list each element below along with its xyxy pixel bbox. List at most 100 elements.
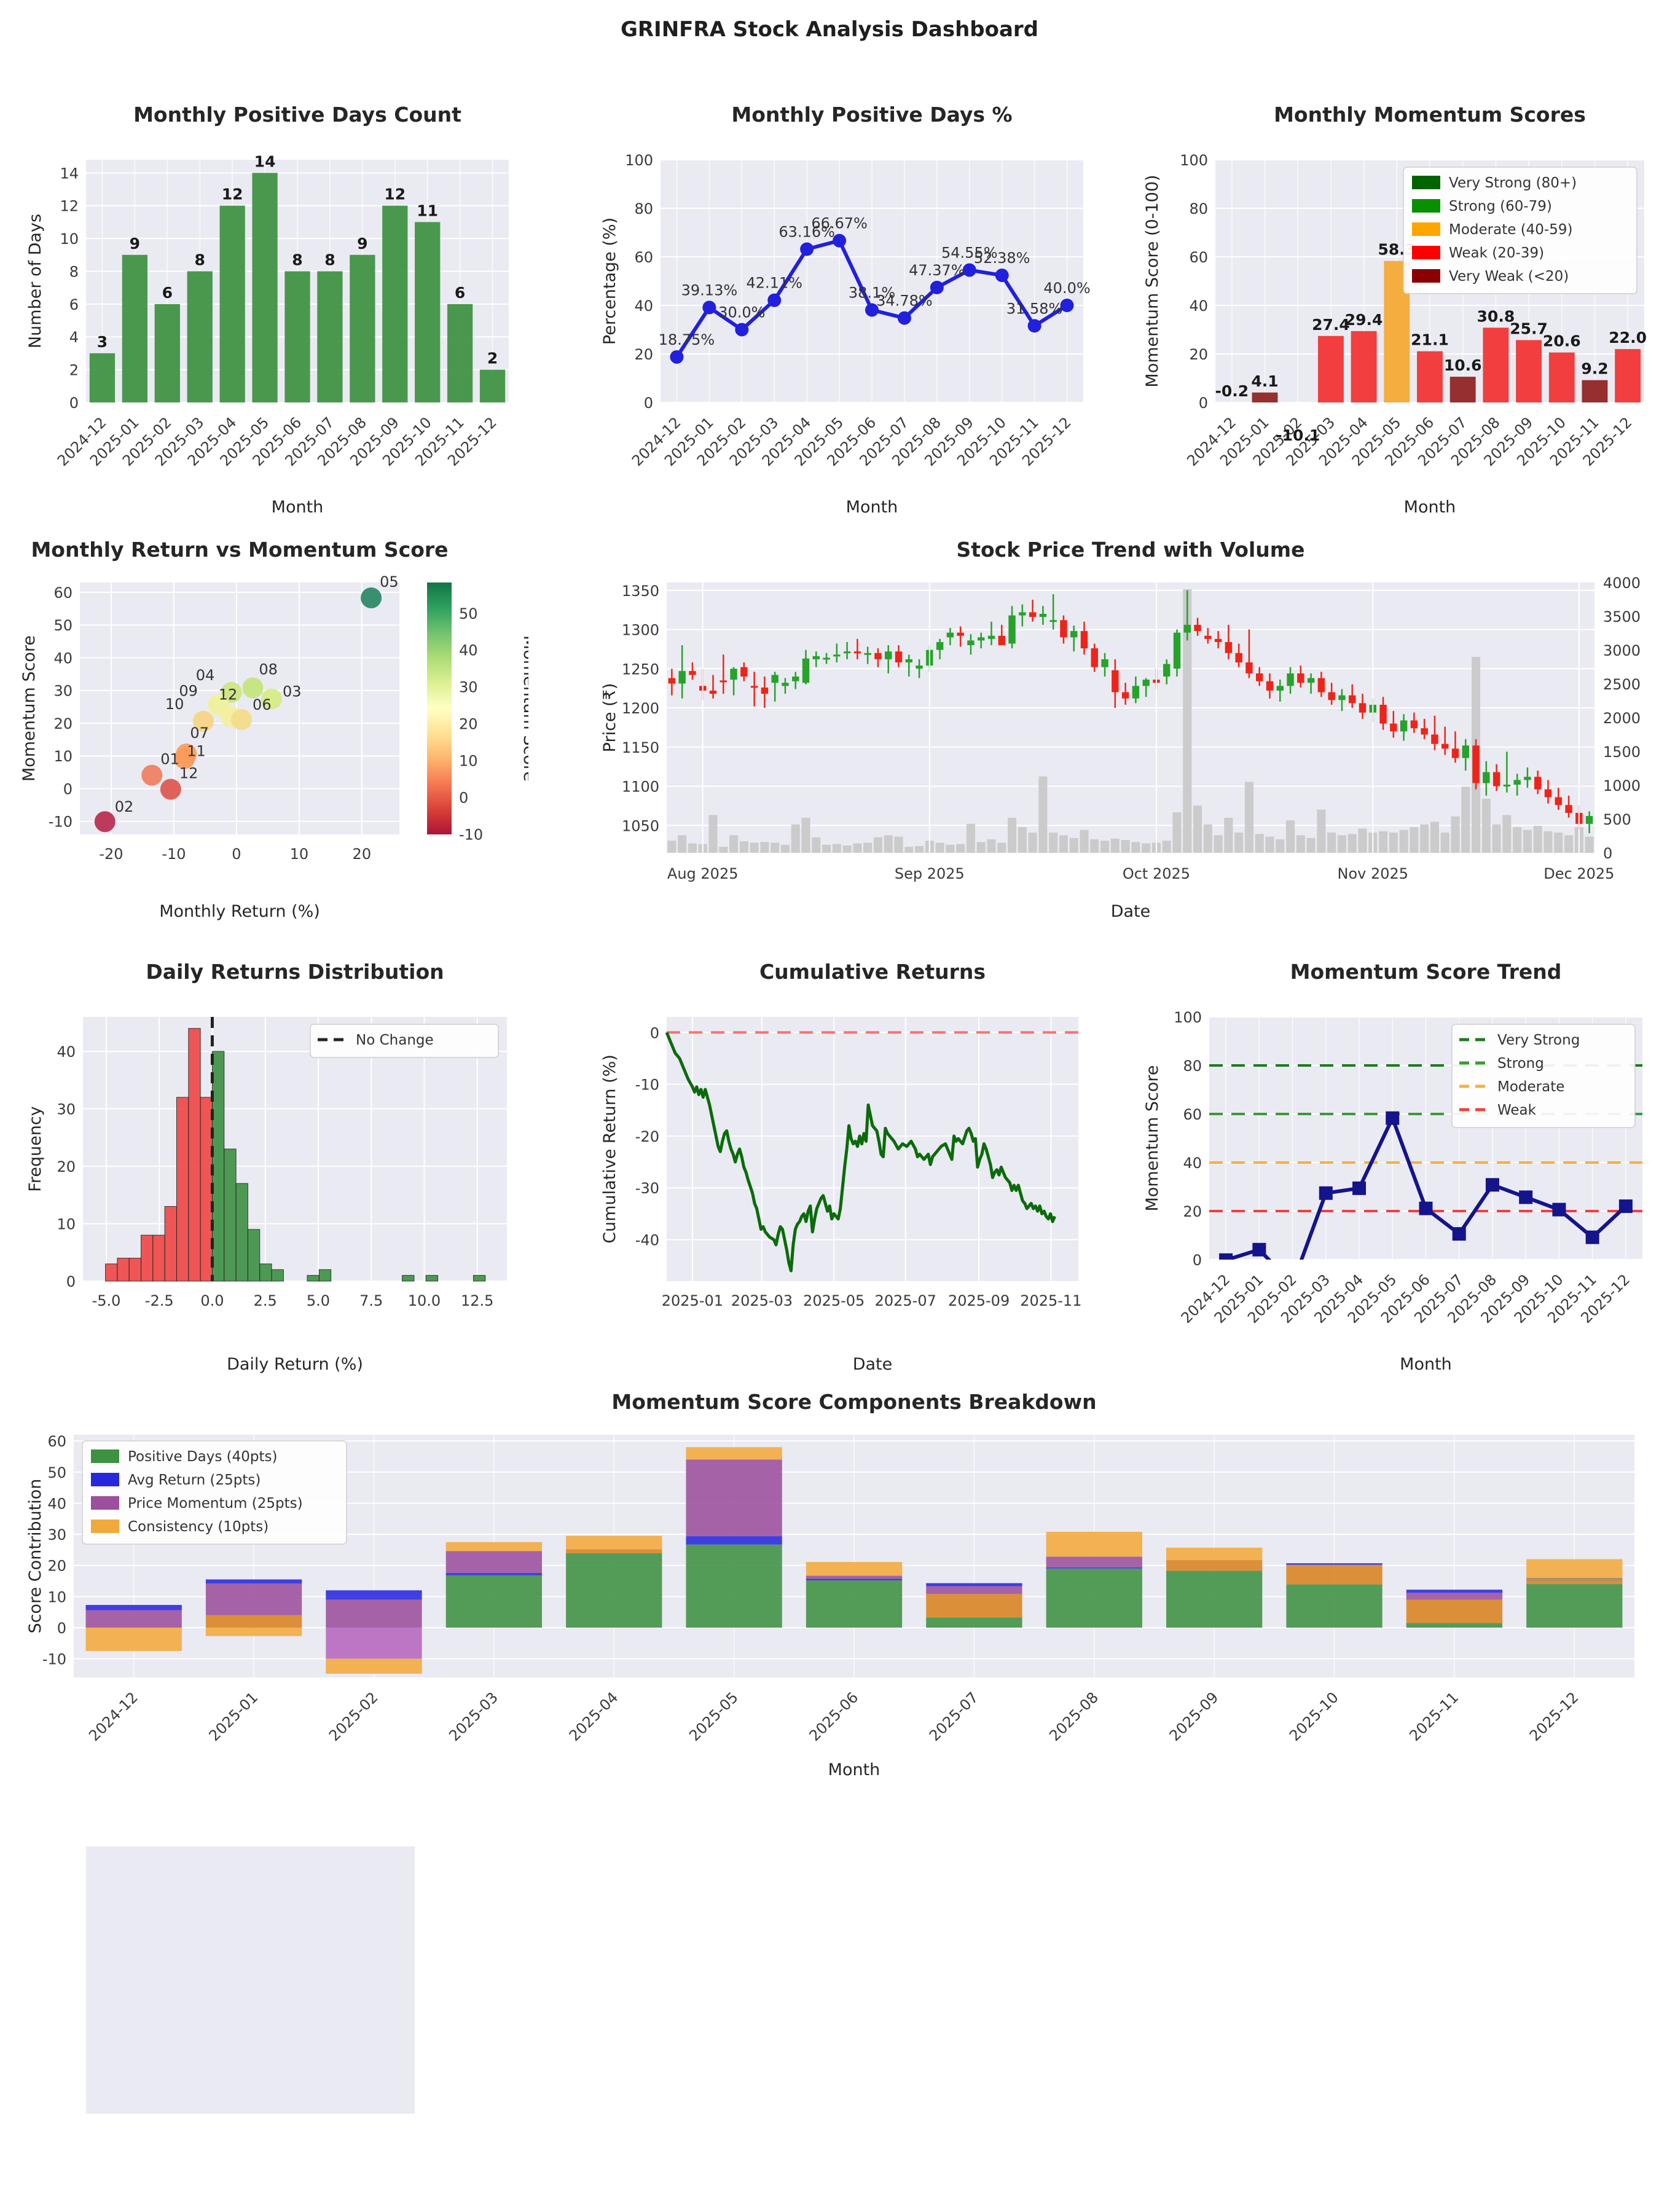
volume-bar <box>842 845 852 853</box>
volume-bar <box>946 844 955 853</box>
scatter-point <box>174 748 195 769</box>
marker <box>702 300 716 315</box>
candle-body <box>1492 772 1500 786</box>
volume-bar <box>1172 812 1182 853</box>
volume-bar <box>1193 806 1202 853</box>
svg-text:10: 10 <box>53 748 73 765</box>
chart-cumulative-returns: 0 -10 -20 -30 -40 2025-01 2025-03 2025-05 2025-0… <box>599 949 1097 1382</box>
svg-text:0: 0 <box>66 1273 76 1290</box>
svg-text:2: 2 <box>69 362 79 379</box>
candle-body <box>1080 631 1088 649</box>
point-label: 11 <box>187 742 206 759</box>
svg-text:500: 500 <box>1603 811 1631 828</box>
hist-bar <box>211 1051 225 1282</box>
bar <box>1516 340 1542 402</box>
svg-text:10: 10 <box>290 845 309 863</box>
bar <box>284 271 310 402</box>
candle-body <box>1379 704 1387 724</box>
svg-text:Avg Return (25pts): Avg Return (25pts) <box>128 1472 261 1488</box>
svg-text:-20: -20 <box>635 1128 659 1145</box>
candle-body <box>1121 692 1129 699</box>
chart-title: Monthly Return vs Momentum Score <box>31 538 448 562</box>
stack-segment <box>1526 1584 1623 1628</box>
candle-body <box>1472 745 1480 783</box>
svg-text:-10: -10 <box>459 826 483 843</box>
stack-segment <box>1286 1563 1382 1565</box>
chart-momentum-score-trend: 0 20 40 60 80 100 2024-12 2025-01 2025-02 2025-03… <box>1142 949 1658 1382</box>
svg-text:1200: 1200 <box>622 700 659 717</box>
stack-segment <box>85 1627 182 1651</box>
bar <box>1548 352 1575 402</box>
stack-segment <box>445 1575 542 1628</box>
svg-text:0: 0 <box>63 780 73 798</box>
volume-bar <box>780 844 790 853</box>
svg-text:80: 80 <box>1183 1057 1202 1075</box>
svg-text:40: 40 <box>47 1495 66 1512</box>
candle-body <box>905 659 912 663</box>
scatter-point <box>231 709 253 731</box>
dashboard-title: GRINFRA Stock Analysis Dashboard <box>620 17 1039 42</box>
stack-segment <box>806 1575 903 1579</box>
hist-bar <box>128 1258 142 1282</box>
volume-bar <box>966 823 975 853</box>
hist-bar <box>224 1148 237 1282</box>
y-axis-label: Momentum Score <box>20 635 39 782</box>
candle-body <box>998 635 1005 646</box>
volume-bar <box>1018 827 1027 853</box>
marker <box>1618 1199 1633 1214</box>
candle-body <box>668 678 676 684</box>
stack-segment <box>566 1549 662 1553</box>
point-label: 54.55% <box>941 245 998 262</box>
svg-text:40: 40 <box>57 1043 76 1061</box>
volume-bar <box>1492 824 1501 853</box>
scatter-point <box>261 688 282 710</box>
volume-bar <box>1481 799 1491 853</box>
stack-segment <box>926 1594 1022 1618</box>
volume-bar <box>1399 830 1408 853</box>
chart-title: Monthly Momentum Scores <box>1274 103 1586 127</box>
stack-segment <box>445 1572 542 1575</box>
candle-body <box>1359 703 1367 713</box>
volume-bar <box>1389 833 1398 853</box>
stack-segment <box>686 1536 782 1545</box>
candle-body <box>1349 695 1356 704</box>
x-axis-label: Date <box>853 1355 893 1374</box>
candle-body <box>1585 816 1593 824</box>
candle-body <box>957 632 964 636</box>
bar-value-label: 2 <box>487 350 498 367</box>
svg-text:10: 10 <box>47 1588 66 1606</box>
candle-body <box>1039 614 1047 618</box>
svg-text:2025-05: 2025-05 <box>686 1688 742 1744</box>
svg-text:30: 30 <box>459 679 478 696</box>
stack-segment <box>806 1580 903 1628</box>
svg-text:2025-01: 2025-01 <box>206 1688 262 1744</box>
marker <box>897 311 911 325</box>
volume-bar <box>1203 824 1212 853</box>
svg-text:40: 40 <box>1183 1155 1202 1172</box>
svg-text:60: 60 <box>1183 1106 1202 1123</box>
candle-body <box>1019 612 1026 616</box>
volume-bar <box>915 846 924 853</box>
candle-body <box>946 632 954 638</box>
candle-body <box>1297 673 1304 683</box>
stack-segment <box>205 1579 302 1584</box>
volume-bar <box>1358 828 1367 853</box>
y-axis-label: Number of Days <box>26 214 45 348</box>
scatter-point <box>242 677 264 699</box>
svg-text:4000: 4000 <box>1603 575 1641 592</box>
momentum-scores-svg: 0204060801002024-122025-012025-022025-03… <box>1143 103 1647 517</box>
volume-bar <box>1451 816 1460 853</box>
point-label: 30.0% <box>718 304 765 321</box>
bar <box>350 254 375 402</box>
stack-segment <box>686 1544 782 1628</box>
marker <box>865 303 879 317</box>
svg-text:2025-09: 2025-09 <box>948 1292 1010 1309</box>
candle-body <box>750 686 758 688</box>
chart-title: Stock Price Trend with Volume <box>956 538 1304 562</box>
candle-body <box>1060 620 1067 638</box>
bar-value-label: 22.0 <box>1609 329 1647 347</box>
stack-segment <box>566 1553 662 1628</box>
y-axis-label: Percentage (%) <box>600 218 619 345</box>
svg-text:2025-06: 2025-06 <box>806 1688 862 1744</box>
